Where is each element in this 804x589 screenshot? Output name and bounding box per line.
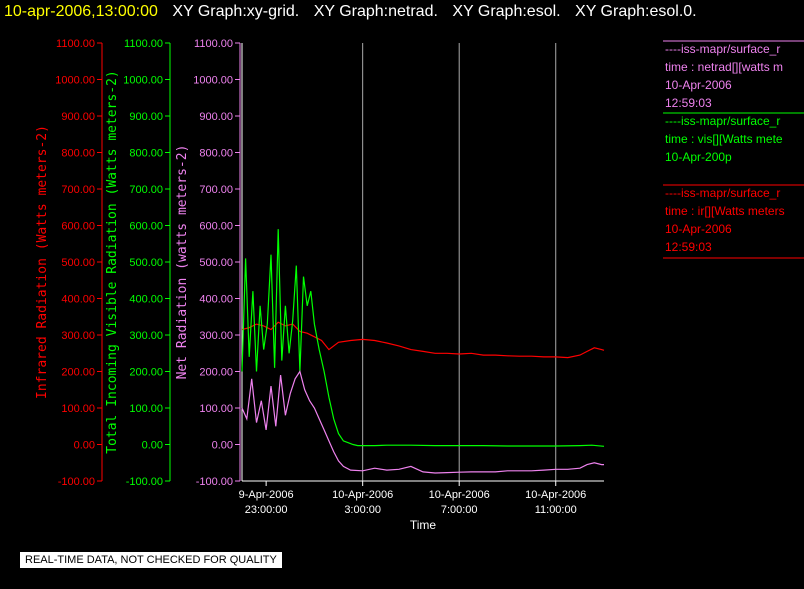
y-axis-2-tick-label-8: 700.00	[199, 184, 233, 196]
x-tick-time-1: 3:00:00	[344, 504, 381, 516]
y-axis-2-tick-label-5: 400.00	[199, 294, 233, 306]
y-axis-0-tick-label-12: 1100.00	[56, 38, 95, 50]
y-axis-2-tick-label-7: 600.00	[199, 221, 233, 233]
legend-2-line-2: 10-Apr-2006	[665, 222, 732, 236]
legend-0-line-0: ----iss-mapr/surface_r	[665, 42, 780, 56]
x-tick-date-3: 10-Apr-2006	[525, 489, 586, 501]
y-axis-2-tick-label-2: 100.00	[199, 403, 233, 415]
y-axis-0-tick-label-3: 200.00	[61, 367, 95, 379]
y-axis-2-tick-label-1: 0.00	[212, 440, 233, 452]
y-axis-1-tick-label-7: 600.00	[129, 221, 163, 233]
y-axis-2-tick-label-4: 300.00	[199, 330, 233, 342]
y-axis-1-tick-label-4: 300.00	[129, 330, 163, 342]
header-title-xy-grid: XY Graph:xy-grid.	[172, 3, 300, 20]
y-axis-0-tick-label-0: -100.00	[58, 476, 95, 488]
y-axis-0-tick-label-11: 1000.00	[55, 75, 95, 87]
y-axis-1-tick-label-9: 800.00	[129, 148, 163, 160]
y-axis-1-tick-label-6: 500.00	[129, 257, 163, 269]
y-axis-0-tick-label-7: 600.00	[61, 221, 95, 233]
header-title-netrad: XY Graph:netrad.	[313, 3, 438, 20]
y-axis-0-tick-label-5: 400.00	[61, 294, 95, 306]
y-axis-0-tick-label-10: 900.00	[61, 111, 95, 123]
y-axis-0-tick-label-8: 700.00	[61, 184, 95, 196]
y-axis-1-tick-label-5: 400.00	[129, 294, 163, 306]
legend-0-line-3: 12:59:03	[665, 96, 712, 110]
legend-1-line-0: ----iss-mapr/surface_r	[665, 114, 780, 128]
y-axis-2-tick-label-9: 800.00	[199, 148, 233, 160]
legend-2-line-0: ----iss-mapr/surface_r	[665, 186, 780, 200]
legend-0-line-2: 10-Apr-2006	[665, 78, 732, 92]
legend-2-line-3: 12:59:03	[665, 240, 712, 254]
y-axis-0-tick-label-2: 100.00	[61, 403, 95, 415]
y-axis-title-0: Infrared Radiation (Watts meters-2)	[35, 125, 50, 399]
legend-1-line-1: time : vis[][Watts mete	[665, 132, 783, 146]
y-axis-1-tick-label-1: 0.00	[142, 440, 163, 452]
y-axis-1-tick-label-12: 1100.00	[124, 38, 163, 50]
header-bar: 10-apr-2006,13:00:00 XY Graph:xy-grid. X…	[0, 0, 804, 24]
y-axis-2-tick-label-12: 1100.00	[194, 38, 233, 50]
series-line-ir	[241, 321, 605, 359]
y-axis-2-tick-label-6: 500.00	[199, 257, 233, 269]
x-tick-time-0: 23:00:00	[245, 504, 288, 516]
y-axis-2-tick-label-10: 900.00	[199, 111, 233, 123]
x-tick-date-2: 10-Apr-2006	[429, 489, 490, 501]
y-axis-2-tick-label-3: 200.00	[199, 367, 233, 379]
y-axis-1-tick-label-2: 100.00	[129, 403, 163, 415]
legend-1-line-2: 10-Apr-200p	[665, 150, 732, 164]
y-axis-2-tick-label-11: 1000.00	[193, 75, 233, 87]
y-axis-0-tick-label-9: 800.00	[61, 148, 95, 160]
x-tick-date-1: 10-Apr-2006	[332, 489, 393, 501]
y-axis-1-tick-label-10: 900.00	[129, 111, 163, 123]
y-axis-title-1: Total Incoming Visible Radiation (Watts …	[105, 70, 120, 454]
series-line-vis	[241, 229, 605, 447]
y-axis-1-tick-label-0: -100.00	[126, 476, 163, 488]
x-axis-title: Time	[410, 518, 437, 532]
y-axis-0-tick-label-4: 300.00	[61, 330, 95, 342]
y-axis-1-tick-label-8: 700.00	[129, 184, 163, 196]
header-timestamp: 10-apr-2006,13:00:00	[4, 3, 158, 20]
y-axis-1-tick-label-3: 200.00	[129, 367, 163, 379]
x-tick-date-0: 9-Apr-2006	[239, 489, 294, 501]
x-tick-time-3: 11:00:00	[535, 504, 577, 516]
legend-0-line-1: time : netrad[][watts m	[665, 60, 783, 74]
y-axis-1-tick-label-11: 1000.00	[123, 75, 163, 87]
legend-2-line-1: time : ir[][Watts meters	[665, 204, 785, 218]
series-line-netrad	[241, 370, 604, 474]
disclaimer-label: REAL-TIME DATA, NOT CHECKED FOR QUALITY	[19, 551, 283, 569]
y-axis-2-tick-label-0: -100.00	[196, 476, 233, 488]
header-title-esol: XY Graph:esol.	[452, 3, 561, 20]
header-title-esol-0: XY Graph:esol.0.	[575, 3, 697, 20]
x-tick-time-2: 7:00:00	[441, 504, 478, 516]
y-axis-0-tick-label-6: 500.00	[61, 257, 95, 269]
y-axis-0-tick-label-1: 0.00	[74, 440, 95, 452]
y-axis-title-2: Net Radiation (watts meters-2)	[175, 145, 190, 380]
